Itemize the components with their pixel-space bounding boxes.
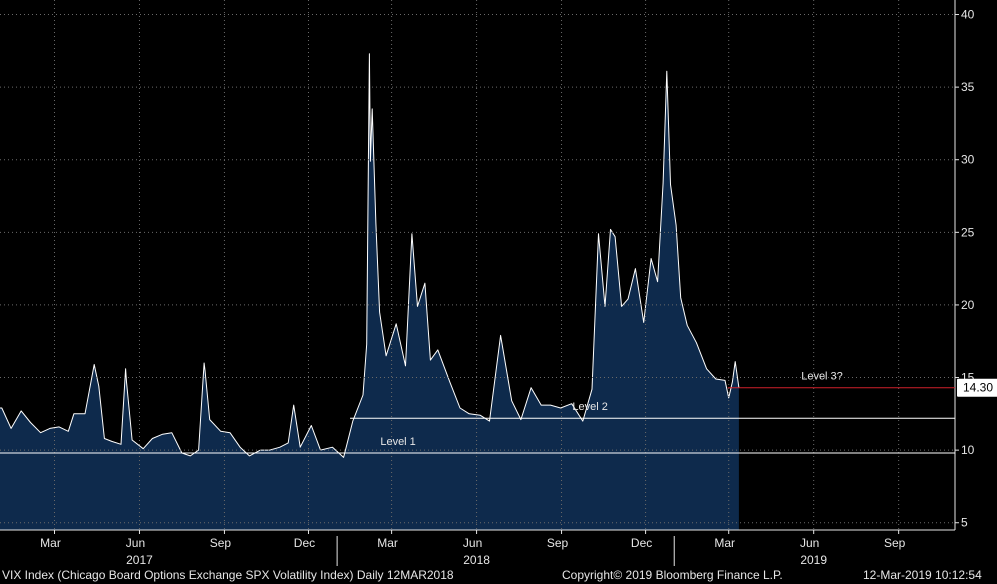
last-value-label: 14.30 bbox=[963, 381, 993, 395]
y-tick-label: 40 bbox=[961, 8, 975, 22]
x-tick-label: Mar bbox=[714, 536, 735, 550]
y-tick-label: 10 bbox=[961, 443, 975, 457]
level-label: Level 1 bbox=[380, 436, 415, 448]
x-tick-label: Dec bbox=[631, 536, 652, 550]
timestamp: 12-Mar-2019 10:12:54 bbox=[863, 568, 982, 582]
x-tick-label: Mar bbox=[377, 536, 398, 550]
y-tick-label: 30 bbox=[961, 153, 975, 167]
x-tick-label: Jun bbox=[126, 536, 145, 550]
level-label: Level 2 bbox=[572, 401, 607, 413]
x-tick-label: Jun bbox=[463, 536, 482, 550]
security-description: VIX Index (Chicago Board Options Exchang… bbox=[2, 568, 454, 582]
x-tick-label: Sep bbox=[210, 536, 232, 550]
x-tick-label: Sep bbox=[884, 536, 906, 550]
year-label: 2018 bbox=[463, 553, 490, 566]
x-tick-label: Mar bbox=[40, 536, 61, 550]
year-label: 2019 bbox=[800, 553, 827, 566]
y-tick-label: 25 bbox=[961, 225, 975, 239]
chart-footer: VIX Index (Chicago Board Options Exchang… bbox=[0, 566, 997, 584]
y-tick-label: 20 bbox=[961, 298, 975, 312]
level-label: Level 3? bbox=[801, 371, 843, 383]
copyright-text: Copyright© 2019 Bloomberg Finance L.P. bbox=[562, 568, 783, 582]
last-value-box bbox=[957, 378, 997, 397]
series-area bbox=[0, 53, 739, 530]
x-tick-label: Jun bbox=[800, 536, 819, 550]
y-tick-label: 35 bbox=[961, 80, 975, 94]
x-tick-label: Dec bbox=[294, 536, 315, 550]
x-tick-label: Sep bbox=[547, 536, 569, 550]
year-label: 2017 bbox=[126, 553, 153, 566]
y-tick-label: 5 bbox=[961, 516, 968, 530]
